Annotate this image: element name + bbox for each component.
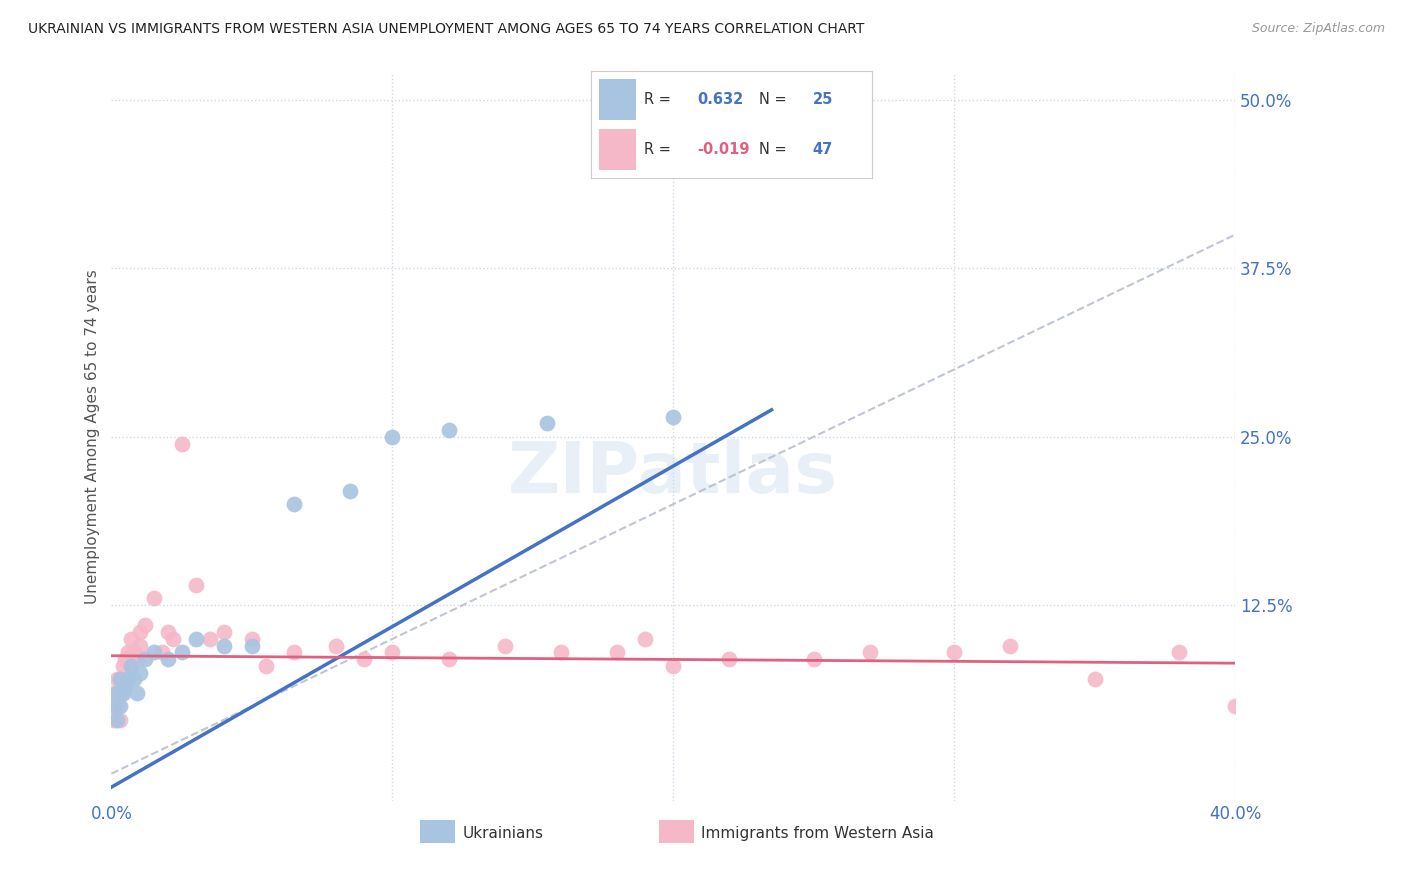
Point [170, 645, 193, 659]
Point [283, 497, 305, 511]
Point [283, 645, 305, 659]
Text: UKRAINIAN VS IMMIGRANTS FROM WESTERN ASIA UNEMPLOYMENT AMONG AGES 65 TO 74 YEARS: UKRAINIAN VS IMMIGRANTS FROM WESTERN ASI… [28, 22, 865, 37]
Point [108, 699, 131, 714]
Point [117, 673, 139, 687]
Point [105, 673, 128, 687]
Point [142, 645, 165, 659]
Point [1223, 699, 1246, 714]
Text: N =: N = [759, 142, 792, 157]
Point [212, 639, 235, 653]
Text: Ukrainians: Ukrainians [463, 826, 543, 841]
Text: Source: ZipAtlas.com: Source: ZipAtlas.com [1251, 22, 1385, 36]
Point [184, 632, 207, 646]
Bar [599, 78, 636, 120]
Point [128, 639, 150, 653]
Point [108, 713, 131, 727]
Point [170, 436, 193, 450]
Text: Immigrants from Western Asia: Immigrants from Western Asia [702, 826, 934, 841]
Point [111, 658, 134, 673]
Point [184, 578, 207, 592]
Point [111, 686, 134, 700]
Point [150, 645, 173, 659]
Point [437, 423, 460, 437]
Text: R =: R = [644, 92, 675, 107]
Point [114, 679, 136, 693]
Point [120, 632, 142, 646]
Point [105, 713, 128, 727]
Point [125, 686, 148, 700]
Point [120, 658, 142, 673]
Point [381, 430, 404, 444]
Point [117, 645, 139, 659]
Point [156, 652, 179, 666]
Point [128, 625, 150, 640]
Point [494, 639, 516, 653]
Point [117, 673, 139, 687]
Point [128, 665, 150, 680]
Point [125, 652, 148, 666]
Point [381, 645, 404, 659]
Point [134, 652, 156, 666]
Point [122, 673, 145, 687]
Point [339, 483, 361, 498]
Point [325, 639, 347, 653]
Text: 0.632: 0.632 [697, 92, 744, 107]
Point [550, 645, 572, 659]
Bar [599, 129, 636, 169]
Text: 25: 25 [813, 92, 832, 107]
Point [120, 658, 142, 673]
Point [108, 673, 131, 687]
Point [240, 632, 263, 646]
Point [134, 618, 156, 632]
Point [162, 632, 184, 646]
Point [103, 699, 125, 714]
Point [1084, 673, 1107, 687]
Point [105, 699, 128, 714]
Point [353, 652, 375, 666]
Point [1000, 639, 1022, 653]
Point [718, 652, 741, 666]
Point [105, 686, 128, 700]
Text: 47: 47 [813, 142, 832, 157]
Point [662, 658, 685, 673]
Point [103, 686, 125, 700]
Text: -0.019: -0.019 [697, 142, 749, 157]
Point [437, 652, 460, 666]
Point [859, 645, 882, 659]
Point [108, 673, 131, 687]
Point [212, 625, 235, 640]
Text: N =: N = [759, 92, 792, 107]
Point [122, 645, 145, 659]
Point [943, 645, 966, 659]
Point [1167, 645, 1189, 659]
Point [606, 645, 628, 659]
Point [114, 679, 136, 693]
Y-axis label: Unemployment Among Ages 65 to 74 years: Unemployment Among Ages 65 to 74 years [86, 269, 100, 604]
Point [156, 625, 179, 640]
Point [536, 417, 558, 431]
Point [240, 639, 263, 653]
Point [198, 632, 221, 646]
Point [142, 591, 165, 606]
Point [103, 713, 125, 727]
Point [803, 652, 825, 666]
Point [114, 652, 136, 666]
Text: ZIPatlas: ZIPatlas [508, 439, 838, 508]
Text: R =: R = [644, 142, 675, 157]
Point [634, 632, 657, 646]
Point [662, 409, 685, 424]
Point [111, 686, 134, 700]
Point [254, 658, 277, 673]
